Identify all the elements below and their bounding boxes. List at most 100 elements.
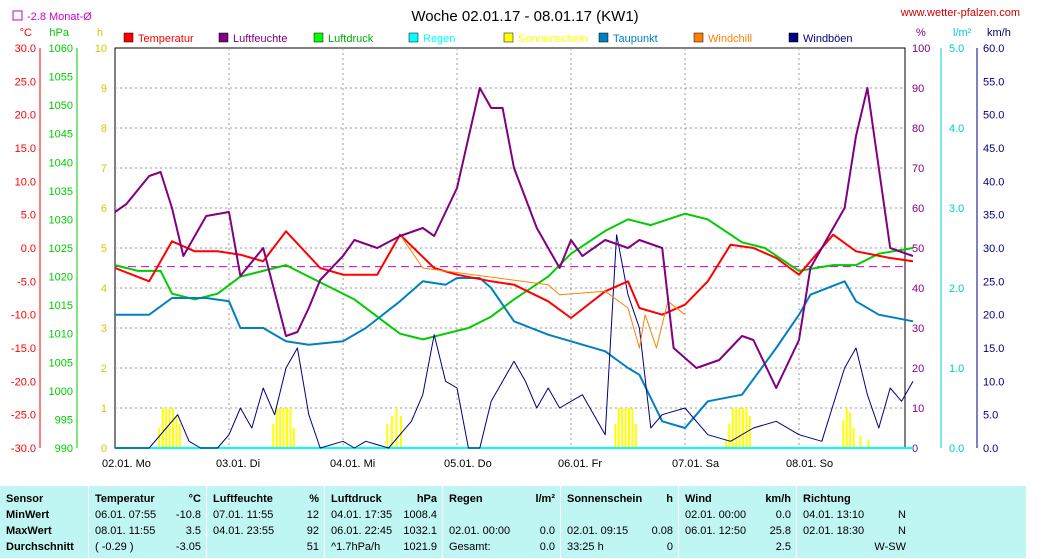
axis-unit-hum: % (916, 27, 926, 39)
sunshine-bar (168, 408, 171, 448)
axis-tick-hum: 0 (912, 443, 918, 455)
axis-tick-press: 1045 (49, 129, 73, 141)
axis-tick-press: 1040 (49, 157, 73, 169)
legend-swatch (503, 32, 514, 43)
sunshine-bar (289, 408, 292, 448)
sunshine-bar (628, 408, 630, 448)
stats-avg-value: 51 (306, 541, 319, 553)
legend-label: Regen (423, 33, 455, 45)
axis-tick-temp: 20.0 (15, 110, 36, 122)
axis-tick-temp: 0.0 (21, 243, 36, 255)
stats-avg-time: 33:25 h (567, 541, 604, 553)
stats-col-temp: Temperatur °C 06.01. 07:55 -10.8 08.01. … (88, 486, 207, 558)
stats-max-time: 02.01. 00:00 (449, 525, 511, 537)
legend-label: Windböen (803, 33, 853, 45)
axes: 02.01. Mo 03.01. Di 04.01. Mi 05.01. Do 06.0… (11, 27, 1011, 470)
legend-label: Temperatur (138, 33, 194, 45)
stats-min-value: 0.0 (775, 509, 791, 521)
stats-min-time: 04.01. 13:10 (803, 509, 865, 521)
legend-swatch (598, 32, 609, 43)
axis-tick-rain: 5.0 (949, 43, 964, 55)
stats-max-value: 3.5 (185, 525, 201, 537)
stats-avg-time: ( -0.29 ) (95, 541, 134, 553)
stats-avg-value: 0.0 (539, 541, 555, 553)
stats-col-sensor: Sensor MinWert MaxWert Durchschnitt (0, 486, 88, 558)
stats-min-time: 02.01. 00:00 (685, 509, 747, 521)
sunshine-bar (175, 416, 178, 448)
axis-tick-temp: 30.0 (15, 43, 36, 55)
stats-col-wind: Wind km/h 02.01. 00:00 0.0 06.01. 12:50 … (678, 486, 797, 558)
sunshine-bar (292, 428, 295, 448)
sunshine-bar (731, 408, 734, 448)
axis-unit-rain: l/m² (953, 27, 972, 39)
legend-swatch (218, 32, 229, 43)
stats-avg-value: -3.05 (175, 541, 201, 553)
stats-row-max: MaxWert (6, 525, 52, 537)
axis-tick-sun: 0 (101, 443, 107, 455)
axis-tick-wind: 40.0 (983, 176, 1004, 188)
legend-swatch (693, 32, 704, 43)
axis-tick-temp: 5.0 (21, 210, 36, 222)
axis-tick-temp: -5.0 (17, 276, 36, 288)
stats-row-avg: Durchschnitt (6, 541, 74, 553)
axis-tick-rain: 3.0 (949, 203, 964, 215)
axis-tick-press: 1015 (49, 300, 73, 312)
axis-tick-press: 1005 (49, 357, 73, 369)
sunshine-bar (395, 408, 398, 448)
legend-label: Luftdruck (328, 33, 374, 45)
axis-tick-wind: 30.0 (983, 243, 1004, 255)
weather-chart: Woche 02.01.17 - 08.01.17 (KW1) www.wett… (11, 7, 1020, 470)
axis-tick-hum: 100 (912, 43, 930, 55)
stats-unit: hPa (416, 493, 437, 505)
sunshine-bar (272, 424, 275, 448)
axis-tick-hum: 10 (912, 403, 924, 415)
axis-tick-hum: 50 (912, 243, 924, 255)
axis-tick-press: 1055 (49, 72, 73, 84)
stats-unit: % (309, 493, 319, 505)
site-link[interactable]: www.wetter-pfalzen.com (900, 7, 1020, 19)
axis-tick-sun: 9 (101, 83, 107, 95)
stats-head: Luftfeuchte (213, 493, 273, 505)
series-luftdruck (114, 212, 914, 341)
axis-tick-wind: 0.0 (983, 443, 998, 455)
stats-row-min: MinWert (6, 509, 50, 521)
sunshine-bar (400, 416, 402, 448)
axis-tick-hum: 60 (912, 203, 924, 215)
stats-avg-value: W-SW (874, 541, 906, 553)
stats-head: Temperatur (95, 493, 155, 505)
axis-tick-temp: -15.0 (11, 343, 36, 355)
sunshine-bar (728, 424, 731, 448)
sunshine-bar (738, 408, 741, 448)
chart-title: Woche 02.01.17 - 08.01.17 (KW1) (411, 8, 638, 25)
grid (114, 47, 906, 449)
axis-unit-temp: °C (20, 27, 32, 39)
axis-tick-sun: 4 (101, 283, 107, 295)
stats-min-time: 07.01. 11:55 (213, 509, 274, 521)
axis-tick-sun: 10 (95, 43, 107, 55)
stats-max-value: N (898, 525, 906, 537)
stats-col-dir: Richtung 04.01. 13:10 N 02.01. 18:30 N W… (796, 486, 912, 558)
x-tick-label: 06.01. Fr (558, 458, 602, 470)
stats-max-time: 06.01. 12:50 (685, 525, 747, 537)
sunshine-bar (390, 416, 393, 448)
stats-min-value: -10.8 (175, 509, 201, 521)
stats-col-rain: Regen l/m² 02.01. 00:00 0.0 Gesamt: 0.0 (442, 486, 561, 558)
sunshine-bar (621, 408, 624, 448)
stats-max-time: 02.01. 09:15 (567, 525, 629, 537)
x-tick-label: 02.01. Mo (102, 458, 151, 470)
axis-tick-sun: 6 (101, 203, 107, 215)
legend-swatch (313, 32, 324, 43)
axis-tick-press: 1000 (49, 386, 73, 398)
legend: Temperatur Luftfeuchte Luftdruck Regen Sonne… (123, 32, 853, 45)
x-tick-label: 03.01. Di (216, 458, 260, 470)
axis-tick-wind: 50.0 (983, 110, 1004, 122)
stats-head: Regen (449, 493, 483, 505)
axis-tick-press: 1025 (49, 243, 73, 255)
x-tick-label: 08.01. So (786, 458, 833, 470)
axis-tick-temp: 10.0 (15, 176, 36, 188)
axis-tick-wind: 5.0 (983, 410, 998, 422)
legend-label: Luftfeuchte (233, 33, 287, 45)
axis-tick-temp: -30.0 (11, 443, 36, 455)
series-temperatur (114, 230, 914, 319)
x-tick-label: 04.01. Mi (330, 458, 375, 470)
